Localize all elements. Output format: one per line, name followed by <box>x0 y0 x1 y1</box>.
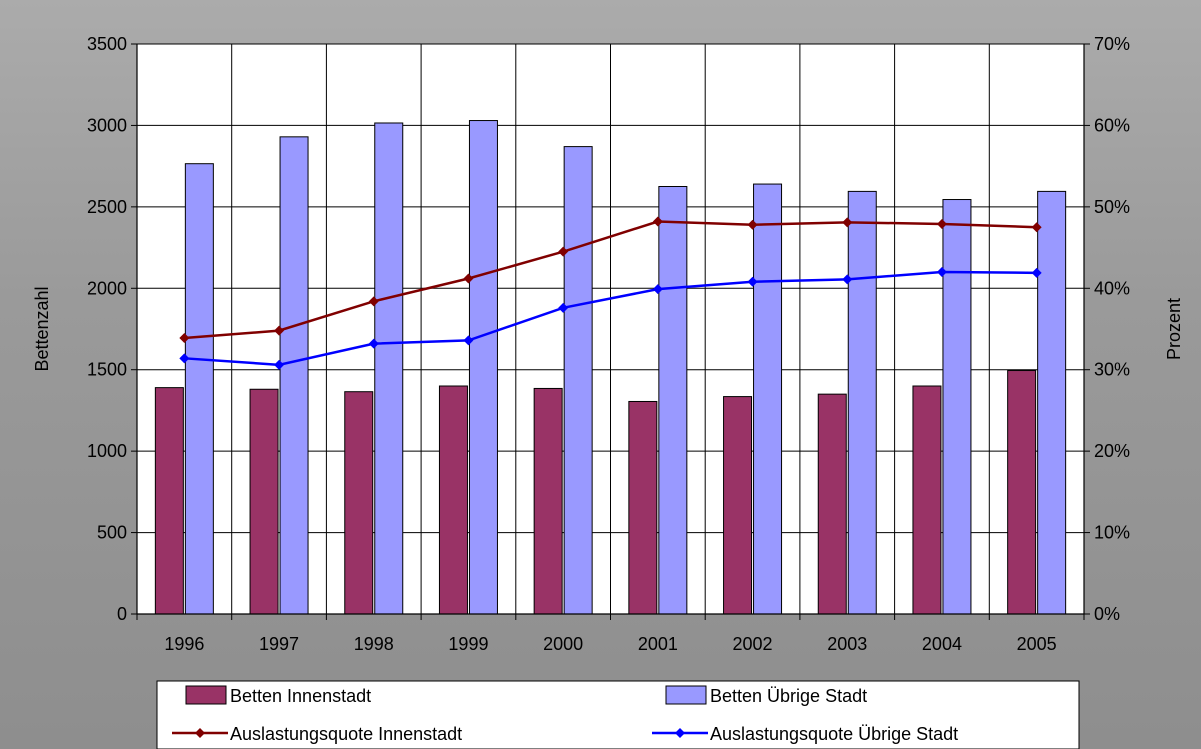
y2-tick-label: 40% <box>1094 278 1130 298</box>
line-point <box>747 276 758 287</box>
y-tick-label: 1500 <box>87 360 127 380</box>
line-point <box>274 325 285 336</box>
line-point <box>368 296 379 307</box>
y2-tick-label: 70% <box>1094 34 1130 54</box>
bar <box>468 120 498 615</box>
line-point <box>936 218 947 229</box>
x-tick-label: 2000 <box>543 634 583 654</box>
legend-swatch <box>665 685 707 705</box>
y2-tick-label: 20% <box>1094 441 1130 461</box>
bar <box>1037 190 1067 615</box>
bar <box>438 385 468 615</box>
bar <box>942 199 972 615</box>
y-tick-label: 2500 <box>87 197 127 217</box>
legend-swatch <box>185 685 227 705</box>
x-tick-label: 1996 <box>164 634 204 654</box>
y2-axis-label: Prozent <box>1164 298 1184 360</box>
x-tick-label: 1997 <box>259 634 299 654</box>
y2-tick-label: 60% <box>1094 115 1130 135</box>
y-tick-label: 500 <box>97 523 127 543</box>
line-point <box>558 302 569 313</box>
bar <box>374 122 404 615</box>
legend-marker <box>675 728 685 738</box>
y-axis-label: Bettenzahl <box>32 286 52 371</box>
bar <box>184 163 214 615</box>
y-tick-label: 3000 <box>87 115 127 135</box>
line-point <box>274 359 285 370</box>
bar <box>753 183 783 615</box>
bar <box>344 391 374 615</box>
bar <box>533 387 563 615</box>
bar-series <box>154 120 1067 615</box>
line-point <box>179 353 190 364</box>
line-point <box>652 284 663 295</box>
line-point <box>652 216 663 227</box>
line-point <box>1031 222 1042 233</box>
bar <box>1007 370 1037 615</box>
y-tick-label: 1000 <box>87 441 127 461</box>
series-line <box>184 220 1037 340</box>
bar <box>154 387 184 615</box>
x-tick-label: 1998 <box>354 634 394 654</box>
line-point <box>842 274 853 285</box>
legend-label: Auslastungsquote Innenstadt <box>230 724 462 744</box>
y-tick-label: 0 <box>117 604 127 624</box>
bar <box>563 146 593 615</box>
y2-tick-label: 50% <box>1094 197 1130 217</box>
x-tick-label: 2005 <box>1017 634 1057 654</box>
line-point <box>179 332 190 343</box>
series-line <box>184 270 1037 367</box>
y2-tick-label: 30% <box>1094 360 1130 380</box>
bar <box>847 190 877 615</box>
line-point <box>936 267 947 277</box>
bar <box>912 385 942 615</box>
line-point <box>463 335 474 346</box>
x-tick-label: 1999 <box>448 634 488 654</box>
line-point <box>1031 267 1042 278</box>
y-tick-label: 3500 <box>87 34 127 54</box>
axes: 0 500 1000 1500 2000 2500 3000 3500 0% 10% 20% 30% 4… <box>87 34 1130 654</box>
legend-marker <box>195 728 205 738</box>
line-point <box>368 338 379 349</box>
bar <box>249 388 279 615</box>
legend-label: Betten Übrige Stadt <box>710 686 867 706</box>
x-tick-label: 2004 <box>922 634 962 654</box>
y2-tick-label: 0% <box>1094 604 1120 624</box>
y-tick-label: 2000 <box>87 278 127 298</box>
bar <box>628 400 658 615</box>
x-tick-label: 2003 <box>827 634 867 654</box>
bar <box>658 186 688 615</box>
line-point <box>747 219 758 230</box>
line-point <box>463 273 474 284</box>
bar <box>817 393 847 615</box>
line-series <box>179 216 1042 370</box>
legend-label: Betten Innenstadt <box>230 686 371 706</box>
bar <box>723 396 753 615</box>
x-tick-label: 2002 <box>733 634 773 654</box>
bar <box>279 136 309 615</box>
legend-label: Auslastungsquote Übrige Stadt <box>710 724 958 744</box>
line-point <box>558 246 569 257</box>
legend <box>156 680 1080 749</box>
line-point <box>842 217 853 228</box>
x-tick-label: 2001 <box>638 634 678 654</box>
y2-tick-label: 10% <box>1094 523 1130 543</box>
legend-items: Betten Innenstadt Betten Übrige Stadt Ausl… <box>172 685 958 744</box>
